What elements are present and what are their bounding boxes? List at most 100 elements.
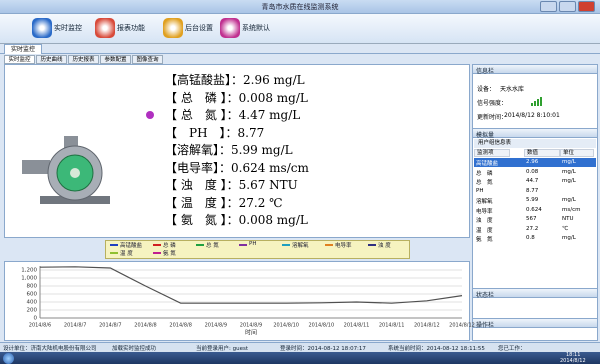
table-cell: 8.77 (526, 187, 539, 194)
chart-panel (4, 261, 470, 341)
pump-inlet (22, 160, 50, 174)
x-tick-label: 2014/8/12 (449, 323, 475, 329)
reading-line: 【 PH 】：8.77 (165, 125, 265, 140)
table-cell: 0.8 (526, 235, 535, 241)
sub-tab[interactable]: 实时监控 (4, 55, 35, 64)
info-value: 天水水库 (500, 86, 525, 93)
table-cell: 总 氮 (476, 180, 493, 186)
x-tick-label: 2014/8/10 (309, 323, 335, 329)
x-tick-label: 2014/8/6 (29, 323, 51, 329)
legend-entry[interactable]: 温 度 (120, 251, 133, 257)
status-item: 登录时间：2014-08-12 18:07:17 (280, 346, 366, 352)
panel-header (472, 64, 598, 74)
table-cell: ℃ (562, 225, 569, 232)
toolbar-button[interactable]: 系统默认 (242, 24, 270, 32)
legend-entry[interactable]: 总 氮 (206, 243, 219, 249)
toolbar-button[interactable]: 后台设置 (185, 24, 213, 32)
legend-swatch (153, 244, 161, 246)
legend-entry[interactable]: 氨 氮 (163, 251, 176, 257)
toolbar-icon[interactable] (32, 18, 52, 38)
table-header: 数值 (524, 149, 560, 157)
status-item: 您已工作： (498, 346, 526, 352)
sub-tab[interactable]: 历史曲线 (36, 55, 67, 64)
tab-strip (0, 44, 600, 54)
info-label: 设备： (477, 86, 496, 93)
table-cell: 电导率 (476, 208, 493, 215)
table-title: 用户组信息表 (474, 139, 596, 148)
title-bar (0, 0, 600, 14)
table-cell: 5.99 (526, 197, 539, 203)
x-tick-label: 2014/8/10 (273, 323, 299, 329)
y-tick-label: 600 (27, 292, 38, 298)
legend-entry[interactable]: 高锰酸盐 (120, 243, 143, 249)
window-button[interactable] (559, 1, 576, 12)
table-cell: 总 磷 (476, 170, 493, 177)
table-cell: 0.624 (526, 206, 542, 213)
selected-row (474, 158, 596, 167)
sub-tab[interactable]: 图像查询 (132, 55, 163, 64)
legend-swatch (110, 244, 118, 246)
legend-entry[interactable]: 溶解氧 (292, 243, 309, 249)
legend-entry[interactable]: PH (249, 241, 257, 247)
pump-icon (22, 136, 110, 204)
taskbar (0, 352, 600, 364)
info-label: 更新时间： (477, 114, 508, 121)
signal-bar (531, 103, 533, 106)
table-cell: 高锰酸盐 (476, 161, 499, 167)
table-cell: 2.96 (526, 159, 539, 165)
table-cell: mg/L (562, 235, 576, 241)
x-axis-title: 时间 (245, 329, 257, 337)
data-line (39, 266, 463, 304)
signal-bar (534, 101, 536, 106)
legend-box (105, 240, 410, 259)
table-cell: 浊 度 (476, 218, 493, 224)
x-tick-label: 2014/8/7 (64, 323, 86, 329)
legend-swatch (282, 244, 290, 246)
status-item: 系统当前时间：2014-08-12 18:11:55 (388, 346, 485, 352)
toolbar-button[interactable]: 实时监控 (54, 24, 82, 32)
x-tick-label: 2014/8/8 (134, 323, 156, 329)
taskbar-date: 2014/8/12 (560, 358, 586, 364)
panel-title: 信息栏 (476, 67, 495, 75)
x-tick-label: 2014/8/9 (205, 323, 227, 329)
status-item: 设计单位：济南大陆机电股份有限公司 (3, 346, 97, 352)
sub-tab[interactable]: 历史报表 (68, 55, 99, 64)
sub-tab[interactable]: 参数配置 (100, 55, 131, 64)
toolbar-icon[interactable] (95, 18, 115, 38)
y-tick-label: 0 (34, 316, 38, 322)
legend-entry[interactable]: 电导率 (335, 243, 352, 249)
main-tab[interactable]: 实时监控 (4, 44, 42, 54)
x-tick-label: 2014/8/11 (379, 323, 405, 329)
start-button[interactable] (3, 353, 14, 364)
table-cell: 44.7 (526, 178, 539, 184)
reading-line: 【 总 磷 】：0.008 mg/L (165, 90, 308, 105)
toolbar-icon[interactable] (163, 18, 183, 38)
reading-line: 【 温 度 】：27.2 ℃ (165, 195, 283, 210)
window-button[interactable] (540, 1, 557, 12)
x-tick-label: 2014/8/7 (99, 323, 121, 329)
x-tick-label: 2014/8/8 (169, 323, 191, 329)
table-cell: mg/L (562, 178, 576, 184)
x-tick-label: 2014/8/9 (240, 323, 262, 329)
x-tick-label: 2014/8/12 (414, 323, 440, 329)
info-value: 2014/8/12 8:10:01 (504, 112, 560, 119)
reading-line: 【 总 氮 】：4.47 mg/L (165, 108, 301, 122)
signal-bar (537, 99, 539, 106)
panel-header (472, 288, 598, 298)
reading-line: 【高锰酸盐】：2.96 mg/L (165, 73, 305, 87)
panel-header (472, 128, 598, 138)
legend-entry[interactable]: 总 磷 (163, 243, 176, 249)
table-cell: 温 度 (476, 227, 493, 234)
legend-swatch (153, 252, 161, 254)
toolbar-icon[interactable] (220, 18, 240, 38)
window-button[interactable] (578, 1, 595, 12)
table-cell: mg/L (562, 197, 576, 203)
toolbar-button[interactable]: 报表功能 (117, 24, 145, 32)
taskbar-time: 18:11 (566, 352, 581, 358)
legend-entry[interactable]: 浊 度 (378, 243, 391, 249)
legend-swatch (196, 244, 204, 246)
status-item: 加载实时监控成功 (112, 346, 157, 352)
table-cell: PH (476, 187, 484, 194)
